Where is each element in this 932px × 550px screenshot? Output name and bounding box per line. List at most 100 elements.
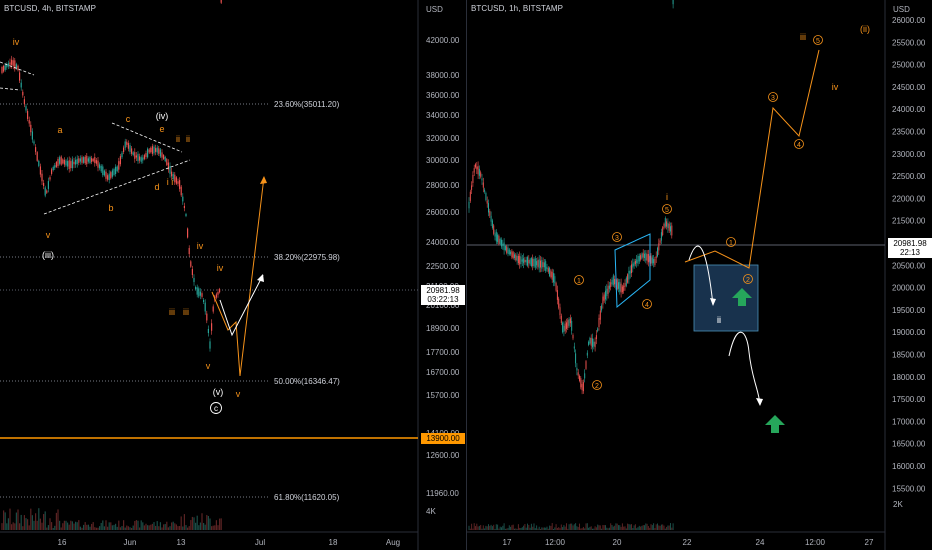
right-volume-bar	[621, 523, 623, 530]
right-volume-bar	[542, 527, 544, 530]
right-price-tick: 26000.00	[892, 16, 926, 25]
right-candle-body	[523, 258, 525, 264]
right-axis-unit: USD	[893, 5, 910, 14]
right-candle-body	[503, 242, 505, 251]
right-volume-bar	[619, 525, 621, 530]
left-candle-body	[201, 293, 203, 297]
right-candle-body	[488, 203, 489, 213]
left-wave-label: e	[159, 124, 164, 134]
right-chart-pane[interactable]: USD 26000.00 25500.00 25000.00 24500.00 24000…	[467, 0, 932, 550]
left-candle-body	[15, 64, 17, 69]
left-candle-body	[164, 156, 166, 162]
left-wave-label: b	[108, 203, 113, 213]
left-candle-body	[89, 157, 91, 163]
left-volume-bar	[180, 516, 182, 530]
left-candle-body	[17, 65, 19, 71]
left-candle-body	[207, 328, 209, 334]
left-fib-label: 23.60%(35011.20)	[274, 100, 340, 109]
left-candle-body	[148, 149, 150, 153]
right-volume-bar	[654, 528, 656, 530]
left-wave-label: v	[236, 389, 241, 399]
left-candle-body	[123, 147, 125, 153]
left-candle-body	[121, 152, 123, 158]
left-candle-body	[43, 182, 45, 187]
right-wave-label: 2	[595, 383, 599, 390]
left-volume-bar	[105, 520, 107, 530]
left-volume-bar	[177, 526, 179, 530]
right-volume-bar	[534, 528, 536, 530]
left-chart-svg[interactable]: USD 42000.00 38000.00 36000.00 34000.00 32000…	[0, 0, 466, 550]
left-price-tick: 16700.00	[426, 368, 460, 377]
left-candle-body	[110, 172, 112, 179]
right-candle-body	[478, 168, 480, 176]
left-price-tick: 20100.00	[426, 301, 460, 310]
left-price-tick: 42000.00	[426, 36, 460, 45]
left-volume-bar	[67, 522, 69, 530]
left-candle-body	[203, 299, 205, 303]
right-candle-body	[521, 259, 523, 262]
left-wave-label: i i	[167, 177, 174, 187]
pane-divider[interactable]	[466, 0, 467, 550]
left-volume-bar	[52, 527, 54, 530]
left-candle-body	[172, 174, 174, 179]
right-candle-body	[501, 239, 502, 247]
left-candle-body	[166, 159, 168, 165]
left-candle-body	[115, 166, 117, 175]
right-volume-bar	[605, 525, 606, 530]
right-volume-bar	[631, 524, 632, 530]
left-volume-bar	[94, 527, 96, 530]
right-candle-body	[586, 352, 588, 356]
right-candle-body	[632, 263, 634, 268]
right-volume-bar	[468, 525, 470, 530]
left-volume-bar	[14, 523, 16, 530]
right-volume-bar	[554, 527, 556, 530]
right-volume-bar	[586, 523, 588, 530]
left-candle-body	[212, 306, 214, 312]
left-volume-bar	[81, 527, 83, 530]
right-volume-bar	[627, 523, 629, 530]
left-volume-bar	[4, 512, 6, 530]
left-volume-bar	[129, 527, 131, 530]
left-candle-body	[137, 153, 139, 162]
right-volume-bar	[628, 524, 630, 530]
right-candle-body	[612, 275, 614, 286]
left-candle-body	[38, 160, 40, 167]
left-support-box	[421, 433, 465, 444]
left-volume-bar	[126, 525, 128, 530]
right-volume-bar	[671, 527, 673, 530]
right-volume-bar	[536, 525, 538, 530]
right-candle-body	[614, 278, 616, 285]
right-volume-bar	[599, 525, 601, 530]
left-wave-label: d	[154, 182, 159, 192]
right-candle-body	[644, 253, 645, 259]
left-trendline	[111, 122, 183, 153]
right-candle-body	[664, 218, 666, 227]
right-volume-bar	[484, 528, 486, 530]
right-time-tick: 22	[683, 538, 692, 547]
left-volume-bar	[70, 520, 72, 530]
right-candle-body	[545, 261, 547, 271]
left-volume-bar	[36, 520, 38, 530]
right-volume-bar	[524, 524, 526, 530]
right-volume-bar	[634, 524, 636, 530]
right-volume-bar	[471, 523, 473, 530]
right-candle-body	[542, 262, 544, 268]
left-volume-bar	[68, 524, 70, 530]
left-chart-pane[interactable]: USD 42000.00 38000.00 36000.00 34000.00 32000…	[0, 0, 466, 550]
right-wave-label: 4	[645, 302, 649, 309]
left-price-tick: 34000.00	[426, 111, 460, 120]
right-candle-body	[520, 256, 522, 265]
left-volume-bar	[59, 520, 61, 530]
right-candle-body	[662, 227, 664, 236]
left-volume-bar	[211, 526, 213, 530]
right-candle-body	[640, 255, 642, 260]
right-volume-bar	[658, 525, 660, 530]
left-candle-body	[71, 159, 73, 169]
right-volume-bar	[650, 524, 652, 530]
left-volume-bar	[43, 514, 45, 530]
right-chart-svg[interactable]: USD 26000.00 25500.00 25000.00 24500.00 24000…	[467, 0, 932, 550]
right-candle-body	[634, 260, 636, 265]
left-candle-body	[206, 313, 208, 321]
right-candle-body	[525, 259, 527, 263]
right-volume-bar	[607, 528, 609, 530]
